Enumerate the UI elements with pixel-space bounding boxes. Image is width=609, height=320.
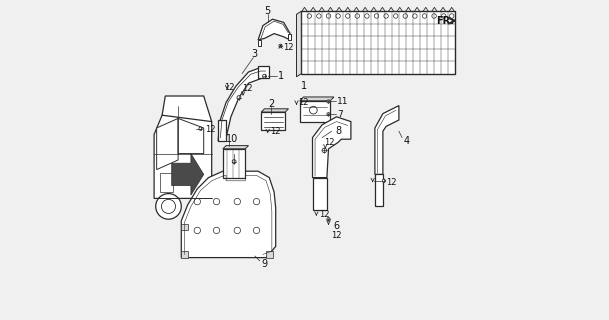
Circle shape xyxy=(161,199,175,213)
Text: 12: 12 xyxy=(319,210,329,219)
Circle shape xyxy=(345,14,350,18)
Circle shape xyxy=(279,44,282,47)
Circle shape xyxy=(384,14,389,18)
Text: 12: 12 xyxy=(225,83,235,92)
Polygon shape xyxy=(375,174,383,206)
Circle shape xyxy=(327,113,330,116)
Polygon shape xyxy=(223,149,245,178)
Text: 12: 12 xyxy=(331,231,342,240)
Circle shape xyxy=(327,218,330,221)
Polygon shape xyxy=(218,120,226,141)
Text: 4: 4 xyxy=(404,136,410,146)
Circle shape xyxy=(194,198,200,205)
Circle shape xyxy=(327,100,330,103)
Circle shape xyxy=(213,227,220,234)
Circle shape xyxy=(432,14,436,18)
Text: 2: 2 xyxy=(268,99,274,109)
Circle shape xyxy=(413,14,417,18)
Polygon shape xyxy=(181,171,276,258)
Polygon shape xyxy=(266,251,272,258)
Text: 10: 10 xyxy=(226,134,238,144)
Circle shape xyxy=(309,106,317,114)
Text: 7: 7 xyxy=(337,110,343,119)
Polygon shape xyxy=(178,118,203,154)
Circle shape xyxy=(237,96,241,100)
Circle shape xyxy=(234,198,241,205)
Polygon shape xyxy=(375,106,399,174)
Circle shape xyxy=(156,194,181,219)
Circle shape xyxy=(449,14,454,18)
Polygon shape xyxy=(300,97,334,101)
Polygon shape xyxy=(223,146,248,149)
Circle shape xyxy=(442,14,446,18)
Circle shape xyxy=(253,198,259,205)
Text: FR.: FR. xyxy=(435,16,454,26)
Text: 9: 9 xyxy=(261,259,267,269)
Circle shape xyxy=(234,227,241,234)
Circle shape xyxy=(317,14,321,18)
Polygon shape xyxy=(181,224,188,230)
Text: 12: 12 xyxy=(283,43,294,52)
Text: 3: 3 xyxy=(252,49,258,60)
Circle shape xyxy=(194,227,200,234)
Polygon shape xyxy=(258,40,261,46)
Polygon shape xyxy=(312,117,351,178)
Text: 8: 8 xyxy=(335,126,341,136)
Text: 1: 1 xyxy=(301,81,308,92)
Circle shape xyxy=(191,200,210,219)
Text: 1: 1 xyxy=(278,71,284,81)
Polygon shape xyxy=(261,112,285,130)
Text: 12: 12 xyxy=(242,84,253,92)
Polygon shape xyxy=(157,118,178,170)
Polygon shape xyxy=(218,67,269,141)
Text: 6: 6 xyxy=(334,220,340,231)
Polygon shape xyxy=(181,251,188,258)
Polygon shape xyxy=(261,109,289,112)
Circle shape xyxy=(336,14,340,18)
Text: 12: 12 xyxy=(270,127,281,136)
Circle shape xyxy=(422,14,427,18)
Circle shape xyxy=(253,227,259,234)
Polygon shape xyxy=(160,173,173,192)
Circle shape xyxy=(262,74,266,78)
Polygon shape xyxy=(162,96,212,122)
Polygon shape xyxy=(258,19,290,40)
Circle shape xyxy=(307,14,312,18)
Circle shape xyxy=(199,127,202,130)
Polygon shape xyxy=(301,11,455,74)
Polygon shape xyxy=(154,106,212,198)
Text: 12: 12 xyxy=(298,98,309,107)
Polygon shape xyxy=(258,66,269,78)
Circle shape xyxy=(365,14,369,18)
Polygon shape xyxy=(300,101,330,122)
Text: 12: 12 xyxy=(324,138,334,147)
Circle shape xyxy=(195,204,206,215)
Circle shape xyxy=(382,179,385,182)
Polygon shape xyxy=(297,11,301,77)
Polygon shape xyxy=(288,34,291,40)
Text: 12: 12 xyxy=(205,125,216,134)
Circle shape xyxy=(393,14,398,18)
Text: 5: 5 xyxy=(264,6,271,16)
Circle shape xyxy=(232,160,236,164)
Text: 11: 11 xyxy=(337,97,348,106)
Polygon shape xyxy=(312,178,327,210)
Circle shape xyxy=(355,14,359,18)
Text: 12: 12 xyxy=(386,178,396,187)
Polygon shape xyxy=(172,154,203,195)
Circle shape xyxy=(326,14,331,18)
Circle shape xyxy=(375,14,379,18)
Circle shape xyxy=(322,148,326,153)
Circle shape xyxy=(213,198,220,205)
Circle shape xyxy=(403,14,407,18)
